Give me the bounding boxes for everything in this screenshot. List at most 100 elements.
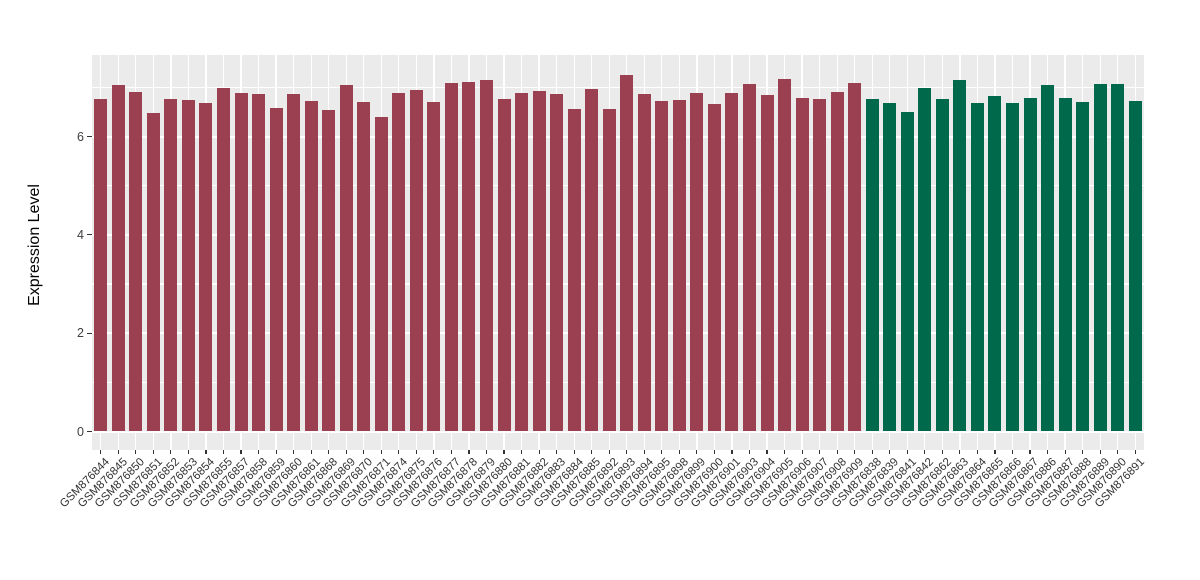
x-tick-mark bbox=[591, 450, 593, 454]
bar bbox=[970, 102, 984, 432]
x-tick-mark bbox=[1134, 450, 1136, 454]
x-tick-mark bbox=[854, 450, 856, 454]
bar bbox=[760, 95, 774, 432]
major-gridline bbox=[92, 233, 1144, 236]
bar bbox=[129, 91, 143, 432]
bar bbox=[164, 98, 178, 432]
bar bbox=[567, 108, 581, 432]
y-tick-mark bbox=[87, 430, 92, 433]
bar bbox=[181, 100, 195, 432]
x-tick-mark bbox=[748, 450, 751, 454]
bar bbox=[620, 74, 634, 432]
bar bbox=[199, 103, 213, 432]
x-tick-mark bbox=[924, 450, 926, 454]
x-tick-mark bbox=[135, 450, 137, 454]
x-tick-mark bbox=[240, 450, 242, 454]
x-tick-mark bbox=[871, 450, 873, 454]
bar bbox=[287, 93, 301, 432]
x-tick-mark bbox=[1064, 450, 1066, 454]
chart-panel bbox=[92, 55, 1144, 450]
bar bbox=[865, 98, 879, 432]
x-tick-mark bbox=[152, 450, 154, 454]
bar bbox=[217, 88, 230, 432]
x-tick-mark bbox=[293, 450, 295, 454]
x-tick-mark bbox=[766, 450, 768, 454]
x-tick-mark bbox=[556, 450, 558, 454]
bar bbox=[953, 79, 967, 432]
x-tick-mark bbox=[222, 450, 225, 454]
bar bbox=[707, 104, 721, 432]
bar bbox=[269, 108, 283, 432]
major-gridline bbox=[92, 430, 1144, 433]
bar bbox=[392, 93, 406, 432]
x-tick-mark bbox=[117, 450, 119, 454]
x-tick-mark bbox=[661, 450, 663, 454]
y-tick-label: 0 bbox=[77, 424, 84, 439]
x-tick-mark bbox=[1011, 450, 1014, 454]
x-tick-mark bbox=[678, 450, 680, 454]
bar bbox=[1023, 97, 1037, 432]
x-tick-mark bbox=[538, 450, 540, 454]
x-tick-mark bbox=[1099, 450, 1101, 454]
bar bbox=[252, 94, 266, 432]
bar bbox=[795, 97, 809, 432]
bar bbox=[357, 102, 371, 432]
bar bbox=[322, 110, 336, 432]
x-tick-mark bbox=[1046, 450, 1049, 454]
bar bbox=[1093, 83, 1107, 432]
bar bbox=[480, 79, 493, 432]
bar bbox=[883, 103, 897, 432]
x-tick-mark bbox=[100, 450, 102, 454]
x-tick-mark bbox=[310, 450, 312, 454]
x-tick-mark bbox=[415, 450, 417, 454]
bar bbox=[690, 93, 704, 432]
bar bbox=[918, 88, 932, 432]
x-tick-mark bbox=[836, 450, 838, 454]
bar bbox=[830, 91, 844, 432]
bar bbox=[725, 92, 739, 432]
bar bbox=[550, 94, 564, 432]
x-tick-mark bbox=[941, 450, 943, 454]
y-tick-label: 6 bbox=[77, 129, 84, 144]
x-tick-mark bbox=[713, 450, 716, 454]
bar bbox=[532, 90, 546, 432]
bar bbox=[602, 109, 616, 432]
bar bbox=[1041, 84, 1055, 432]
x-tick-mark bbox=[433, 450, 435, 454]
bar bbox=[515, 93, 529, 432]
bar bbox=[813, 98, 827, 432]
bar bbox=[146, 112, 160, 432]
bar bbox=[900, 111, 914, 432]
x-tick-mark bbox=[819, 450, 821, 454]
bar bbox=[935, 99, 949, 432]
minor-gridline bbox=[92, 86, 1144, 89]
bar bbox=[427, 101, 441, 432]
minor-gridline bbox=[92, 381, 1144, 383]
y-axis-title: Expression Level bbox=[26, 184, 43, 306]
bar bbox=[585, 89, 599, 432]
bar bbox=[1058, 98, 1072, 432]
x-tick-mark bbox=[328, 450, 330, 454]
x-tick-mark bbox=[363, 450, 365, 454]
bar bbox=[111, 84, 125, 432]
x-tick-mark bbox=[380, 450, 382, 454]
bar bbox=[743, 83, 756, 432]
bar bbox=[462, 81, 476, 432]
x-tick-mark bbox=[959, 450, 961, 454]
y-tick-label: 2 bbox=[77, 326, 84, 341]
x-tick-mark bbox=[468, 450, 470, 454]
x-tick-mark bbox=[520, 450, 523, 454]
x-tick-mark bbox=[889, 450, 891, 454]
minor-gridline bbox=[92, 283, 1144, 285]
bar bbox=[672, 100, 686, 432]
bar bbox=[339, 84, 353, 432]
bar bbox=[1111, 83, 1125, 432]
bar bbox=[374, 117, 388, 432]
x-tick-mark bbox=[187, 450, 190, 454]
x-tick-mark bbox=[783, 450, 786, 454]
x-tick-mark bbox=[1029, 450, 1031, 454]
x-tick-mark bbox=[503, 450, 505, 454]
x-tick-mark bbox=[1117, 450, 1119, 454]
bar bbox=[655, 101, 669, 432]
